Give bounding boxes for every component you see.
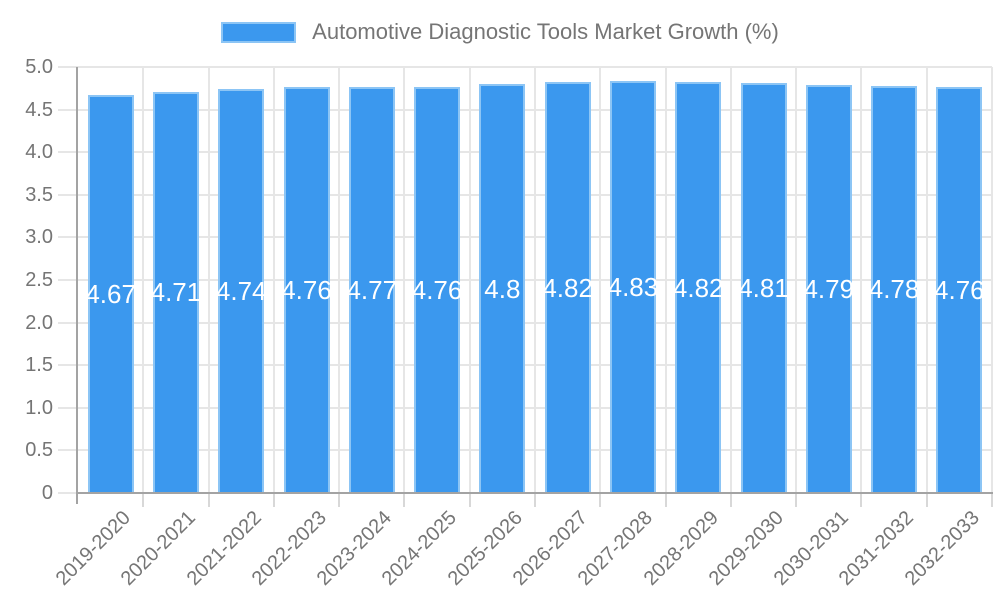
gridline-vertical [142,67,145,493]
y-axis-extension [76,494,78,504]
y-tick-mark [58,236,78,239]
x-tick-mark [925,494,928,507]
gridline-vertical [729,67,732,493]
bar-value-label: 4.83 [607,272,659,303]
bar[interactable] [348,86,395,493]
bar-value-label: 4.8 [484,273,521,304]
y-tick-label: 0 [41,482,53,504]
bar-value-label: 4.74 [215,276,267,307]
bar-value-label: 4.67 [85,279,136,310]
gridline-vertical [860,67,863,493]
x-tick-mark [795,494,798,507]
y-axis [76,67,78,494]
bar[interactable] [283,87,330,493]
y-tick-label: 3.0 [25,226,53,249]
bar[interactable] [87,95,134,493]
bar-value-label: 4.76 [411,275,463,306]
bar-value-label: 4.82 [542,272,593,303]
legend-swatch [221,21,297,43]
x-tick-mark [860,494,863,507]
x-tick-mark [729,494,732,507]
bar[interactable] [218,89,265,493]
y-tick-label: 2.0 [25,311,53,334]
x-tick-mark [338,494,341,507]
bar[interactable] [609,81,656,493]
y-tick-mark [58,151,78,154]
x-tick-mark [534,494,536,507]
y-tick-mark [58,449,78,452]
x-tick-mark [599,494,602,507]
gridline-vertical [338,67,341,493]
y-tick-label: 3.5 [25,183,53,206]
y-tick-mark [58,66,78,68]
bar[interactable] [414,87,461,493]
y-tick-mark [58,492,78,494]
bar-value-label: 4.79 [803,273,855,304]
legend-item[interactable]: Automotive Diagnostic Tools Market Growt… [221,21,779,43]
y-tick-mark [58,406,78,409]
x-tick-mark [403,494,406,507]
x-tick-mark [664,494,667,507]
y-tick-label: 1.0 [25,396,53,419]
bar-value-label: 4.77 [346,274,398,305]
x-tick-mark [207,494,210,507]
bar[interactable] [544,82,591,493]
gridline-vertical [599,67,602,493]
gridline-vertical [664,67,667,493]
x-tick-mark [272,494,275,507]
y-tick-label: 1.5 [25,354,53,377]
y-tick-label: 2.5 [25,269,53,291]
gridline-vertical [534,67,536,493]
y-tick-label: 5.0 [25,56,53,78]
bar[interactable] [479,84,526,493]
gridline-vertical [468,67,471,493]
bar-value-label: 4.76 [281,275,332,306]
y-tick-label: 0.5 [25,439,53,462]
y-tick-mark [58,193,78,196]
bar-value-label: 4.82 [672,272,724,303]
x-tick-mark [991,494,993,507]
gridline-vertical [795,67,798,493]
gridline-vertical [403,67,406,493]
x-tick-mark [468,494,471,507]
bar[interactable] [936,87,983,493]
gridline-vertical [991,67,993,493]
y-tick-label: 4.0 [25,141,53,164]
bar[interactable] [675,82,722,493]
legend-label: Automotive Diagnostic Tools Market Growt… [312,19,779,44]
bar-value-label: 4.76 [934,275,985,306]
x-axis [76,492,993,494]
x-tick-mark [142,494,145,507]
y-tick-mark [58,108,78,111]
y-tick-label: 4.5 [25,98,53,121]
bar[interactable] [152,91,199,493]
bar[interactable] [740,83,787,493]
bar-value-label: 4.81 [738,273,789,304]
y-tick-mark [58,364,78,367]
y-tick-mark [58,321,78,324]
bar[interactable] [871,85,918,493]
bar-value-label: 4.71 [150,277,202,308]
gridline-vertical [925,67,928,493]
bar[interactable] [805,84,852,493]
gridline-vertical [207,67,210,493]
y-tick-mark [58,279,78,281]
gridline-vertical [272,67,275,493]
bar-value-label: 4.78 [868,274,920,305]
chart-legend: Automotive Diagnostic Tools Market Growt… [0,0,1000,43]
